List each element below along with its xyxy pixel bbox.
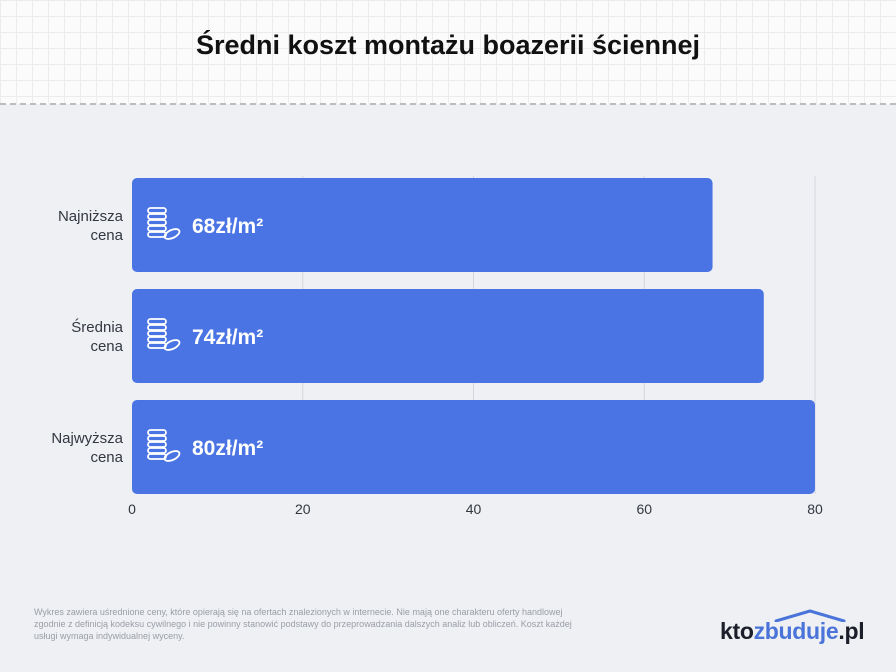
logo-accent: zbuduje	[753, 618, 839, 644]
header-divider	[0, 103, 896, 105]
category-label: cena	[90, 338, 123, 355]
house-roof-icon	[774, 609, 846, 622]
category-label: Najniższa	[58, 208, 124, 225]
bar	[132, 400, 815, 494]
coins-icon	[147, 207, 181, 240]
bar	[132, 289, 764, 383]
logo-text: ktozbuduje.pl	[720, 618, 865, 645]
x-tick-label: 0	[128, 501, 136, 517]
logo-suffix: .pl	[838, 618, 865, 644]
bar-value-label: 80zł/m²	[192, 437, 263, 460]
x-tick-label: 40	[466, 501, 482, 517]
logo: ktozbuduje.pl	[720, 609, 870, 646]
bar	[132, 178, 713, 272]
category-label: cena	[90, 449, 123, 466]
bar-value-label: 68zł/m²	[192, 215, 263, 238]
category-label: Najwyższa	[51, 430, 123, 447]
coins-icon	[147, 318, 181, 351]
header-grid	[0, 0, 896, 104]
category-label: cena	[90, 227, 123, 244]
footnote: Wykres zawiera uśrednione ceny, które op…	[34, 607, 572, 641]
chart-title: Średni koszt montażu boazerii ściennej	[195, 30, 701, 60]
logo-prefix: kto	[720, 618, 754, 644]
x-tick-label: 20	[295, 501, 311, 517]
category-label: Średnia	[71, 318, 123, 336]
x-tick-label: 60	[636, 501, 652, 517]
coins-icon	[147, 429, 181, 462]
x-tick-label: 80	[807, 501, 823, 517]
bar-value-label: 74zł/m²	[192, 326, 263, 349]
